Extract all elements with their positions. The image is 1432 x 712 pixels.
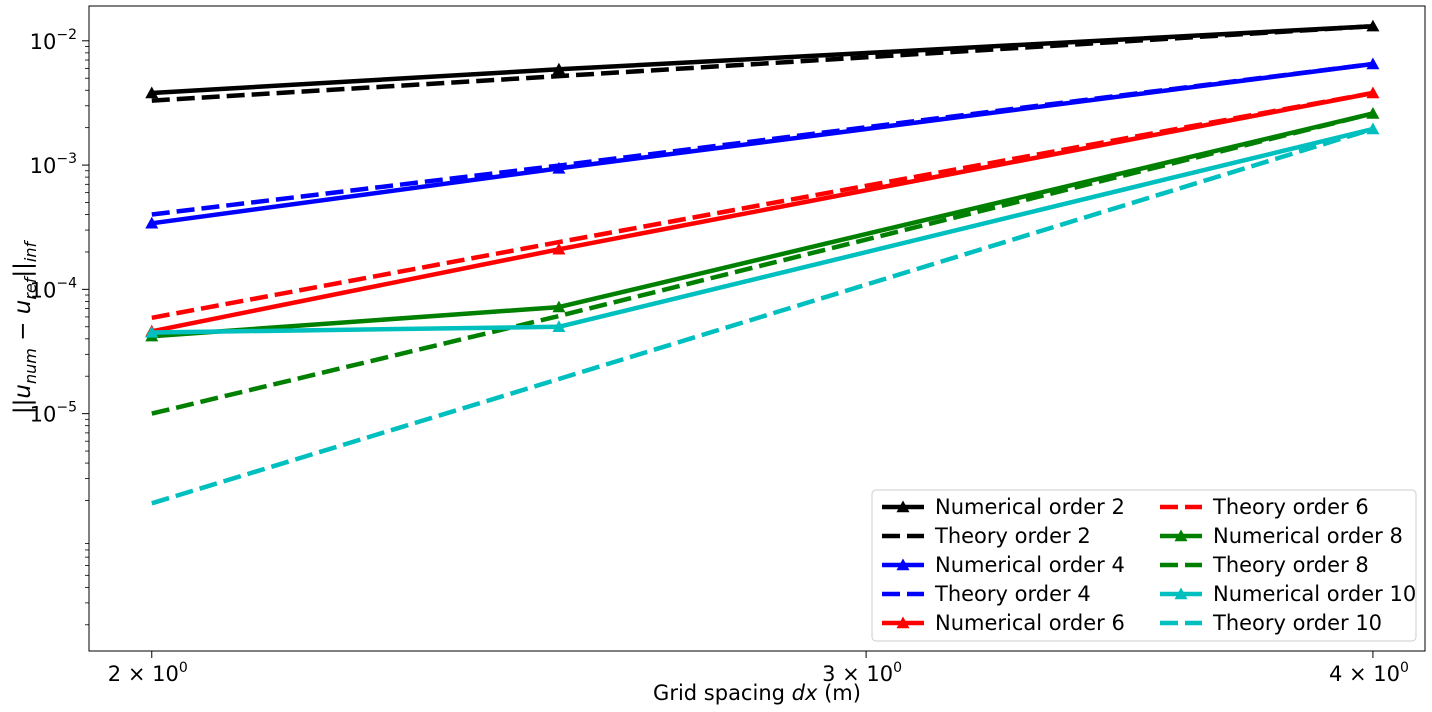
legend-label-numerical-order-4: Numerical order 4	[935, 553, 1125, 577]
legend-label-theory-order-4: Theory order 4	[934, 582, 1091, 606]
y-tick-label-1: 10−4	[30, 275, 77, 302]
legend-label-theory-order-8: Theory order 8	[1212, 553, 1369, 577]
legend-label-numerical-order-2: Numerical order 2	[935, 495, 1125, 519]
y-tick-label-2: 10−3	[30, 151, 77, 178]
series-line-theory-order-10	[151, 126, 1374, 506]
data-point-numerical-order-2-2	[1366, 19, 1380, 32]
data-point-numerical-order-10-0	[145, 325, 159, 338]
legend-label-theory-order-6: Theory order 6	[1212, 495, 1369, 519]
legend-label-numerical-order-8: Numerical order 8	[1213, 524, 1403, 548]
series-line-theory-order-8	[151, 111, 1374, 416]
legend-label-numerical-order-10: Numerical order 10	[1213, 582, 1416, 606]
axis-ticks: 2 × 100 3 × 100 4 × 100 10−5 10−4 10−3 10−2	[30, 27, 1409, 686]
data-point-numerical-order-2-1	[552, 62, 566, 75]
data-point-numerical-order-8-1	[552, 300, 566, 313]
data-point-numerical-order-10-1	[552, 320, 566, 332]
legend-marker-numerical-order-2	[896, 500, 910, 513]
x-tick-label-1: 3 × 100	[822, 660, 902, 686]
data-point-numerical-order-2-0	[145, 86, 159, 99]
data-point-numerical-order-4-0	[145, 216, 159, 229]
series-line-theory-order-4	[151, 61, 1374, 217]
plot-area-frame	[88, 5, 1426, 652]
x-tick-label-2: 4 × 100	[1329, 660, 1409, 686]
legend-label-theory-order-10: Theory order 10	[1212, 611, 1382, 635]
series-line-theory-order-6	[151, 90, 1374, 321]
y-tick-label-3: 10−2	[30, 27, 77, 54]
series-layer	[145, 19, 1380, 506]
legend-marker-numerical-order-10	[1174, 587, 1188, 600]
data-point-numerical-order-10-2	[1366, 122, 1380, 135]
legend-marker-numerical-order-8	[1174, 529, 1188, 542]
legend-label-numerical-order-6: Numerical order 6	[935, 611, 1125, 635]
x-axis-label: Grid spacing dx (m)	[653, 681, 861, 705]
series-line-theory-order-2	[151, 23, 1374, 103]
legend: Numerical order 2 Theory order 2 Numerical…	[871, 489, 1417, 642]
y-tick-label-0: 10−5	[30, 400, 77, 427]
legend-marker-numerical-order-6	[896, 616, 910, 629]
legend-marker-numerical-order-4	[896, 558, 910, 571]
y-axis-label: ||unum − uref||inf	[10, 240, 40, 415]
legend-box	[871, 489, 1417, 642]
legend-label-theory-order-2: Theory order 2	[934, 524, 1091, 548]
x-tick-label-0: 2 × 100	[108, 660, 188, 686]
data-point-numerical-order-6-1	[552, 242, 566, 255]
